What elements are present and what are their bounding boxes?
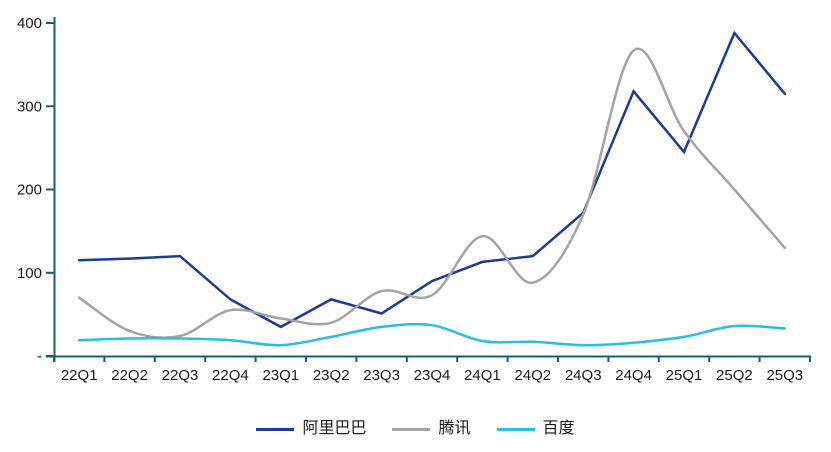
x-axis-label: 23Q2 — [313, 367, 350, 384]
y-axis-label: 400 — [17, 15, 42, 32]
y-axis-label: 200 — [17, 182, 42, 199]
series-line-tencent — [77, 47, 787, 339]
x-axis-label: 22Q2 — [111, 367, 148, 384]
legend-label-alibaba: 阿里巴巴 — [302, 420, 367, 437]
series-line-alibaba — [77, 30, 787, 329]
chart-legend: 阿里巴巴 腾讯 百度 — [0, 417, 831, 441]
series-line-baidu — [77, 322, 787, 347]
x-axis-label: 23Q3 — [363, 367, 400, 384]
legend-item-alibaba: 阿里巴巴 — [256, 417, 366, 441]
x-axis-label: 22Q3 — [162, 367, 199, 384]
x-axis-label: 24Q3 — [565, 367, 602, 384]
y-axis-label: 300 — [17, 98, 42, 115]
legend-line-swatch-alibaba — [256, 427, 295, 431]
x-axis-label: 25Q1 — [666, 367, 703, 384]
legend-label-baidu: 百度 — [542, 420, 575, 437]
x-axis-label: 23Q1 — [262, 367, 299, 384]
y-axis-label: - — [37, 348, 42, 365]
x-axis-label: 24Q2 — [514, 367, 551, 384]
x-axis-label: 22Q4 — [212, 367, 249, 384]
legend-line-swatch-tencent — [392, 427, 431, 431]
legend-item-baidu: 百度 — [496, 417, 575, 441]
x-axis-label: 25Q3 — [766, 367, 803, 384]
legend-item-tencent: 腾讯 — [392, 417, 471, 441]
x-axis-label: 23Q4 — [414, 367, 451, 384]
x-axis-label: 24Q1 — [464, 367, 501, 384]
x-axis-label: 24Q4 — [615, 367, 652, 384]
y-axis-label: 100 — [17, 265, 42, 282]
legend-line-swatch-baidu — [496, 427, 535, 431]
legend-label-tencent: 腾讯 — [438, 420, 471, 437]
x-axis-label: 22Q1 — [61, 367, 98, 384]
x-axis-label: 25Q2 — [716, 367, 753, 384]
